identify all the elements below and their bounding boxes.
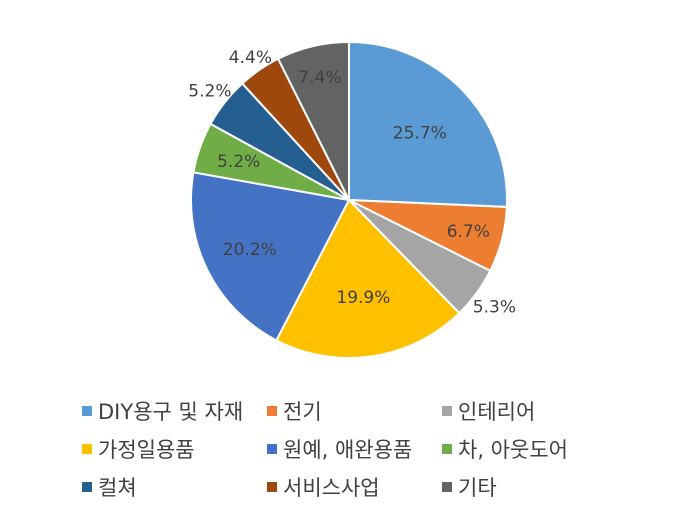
legend-label-car-outdoor: 차, 아웃도어: [458, 438, 568, 462]
legend-label-interior: 인테리어: [458, 400, 536, 424]
legend-label-culture: 컬쳐: [98, 476, 137, 500]
legend-row: 가정일용품 원예, 애완용품 차, 아웃도어: [82, 430, 642, 468]
legend-swatch-household: [82, 444, 92, 454]
legend-swatch-culture: [82, 482, 92, 492]
legend: DIY용구 및 자재 전기 인테리어 가정일용품 원예, 애완용품 차: [82, 392, 642, 506]
legend-item-car-outdoor: 차, 아웃도어: [442, 434, 642, 464]
legend-label-electric: 전기: [283, 400, 322, 424]
legend-row: DIY용구 및 자재 전기 인테리어: [82, 392, 642, 430]
legend-label-other: 기타: [458, 476, 497, 500]
pie-slices: [190, 40, 508, 359]
slice-label-electric: 6.7%: [447, 222, 490, 242]
legend-swatch-service: [267, 482, 277, 492]
slice-label-other: 7.4%: [298, 68, 341, 88]
legend-item-service: 서비스사업: [267, 472, 442, 502]
legend-swatch-other: [442, 482, 452, 492]
legend-item-diy: DIY용구 및 자재: [82, 396, 267, 426]
legend-row: 컬쳐 서비스사업 기타: [82, 468, 642, 506]
legend-swatch-diy: [82, 406, 92, 416]
slice-label-diy: 25.7%: [393, 123, 447, 143]
pie-slice-diy: [348, 40, 508, 208]
legend-item-interior: 인테리어: [442, 396, 642, 426]
legend-swatch-garden-pet: [267, 444, 277, 454]
slice-label-service: 4.4%: [229, 48, 272, 68]
legend-label-service: 서비스사업: [283, 476, 380, 500]
slice-label-car-outdoor: 5.2%: [217, 152, 260, 172]
slice-label-garden-pet: 20.2%: [223, 240, 277, 260]
legend-swatch-electric: [267, 406, 277, 416]
legend-label-diy: DIY용구 및 자재: [98, 400, 244, 424]
legend-label-household: 가정일용품: [98, 438, 195, 462]
legend-label-garden-pet: 원예, 애완용품: [283, 438, 413, 462]
legend-item-culture: 컬쳐: [82, 472, 267, 502]
legend-item-garden-pet: 원예, 애완용품: [267, 434, 442, 464]
legend-swatch-interior: [442, 406, 452, 416]
slice-label-household: 19.9%: [336, 288, 390, 308]
legend-item-household: 가정일용품: [82, 434, 267, 464]
pie-slice-garden-pet: [190, 171, 351, 342]
slice-label-interior: 5.3%: [473, 297, 516, 317]
legend-item-other: 기타: [442, 472, 642, 502]
pie-labels: 25.7% 6.7% 5.3% 19.9% 20.2% 5.2% 5.2% 4.4% 7.4%: [188, 48, 516, 317]
legend-swatch-car-outdoor: [442, 444, 452, 454]
legend-item-electric: 전기: [267, 396, 442, 426]
pie-slice-other: [276, 40, 350, 201]
slice-label-culture: 5.2%: [188, 82, 231, 102]
pie-slice-household: [275, 198, 461, 359]
